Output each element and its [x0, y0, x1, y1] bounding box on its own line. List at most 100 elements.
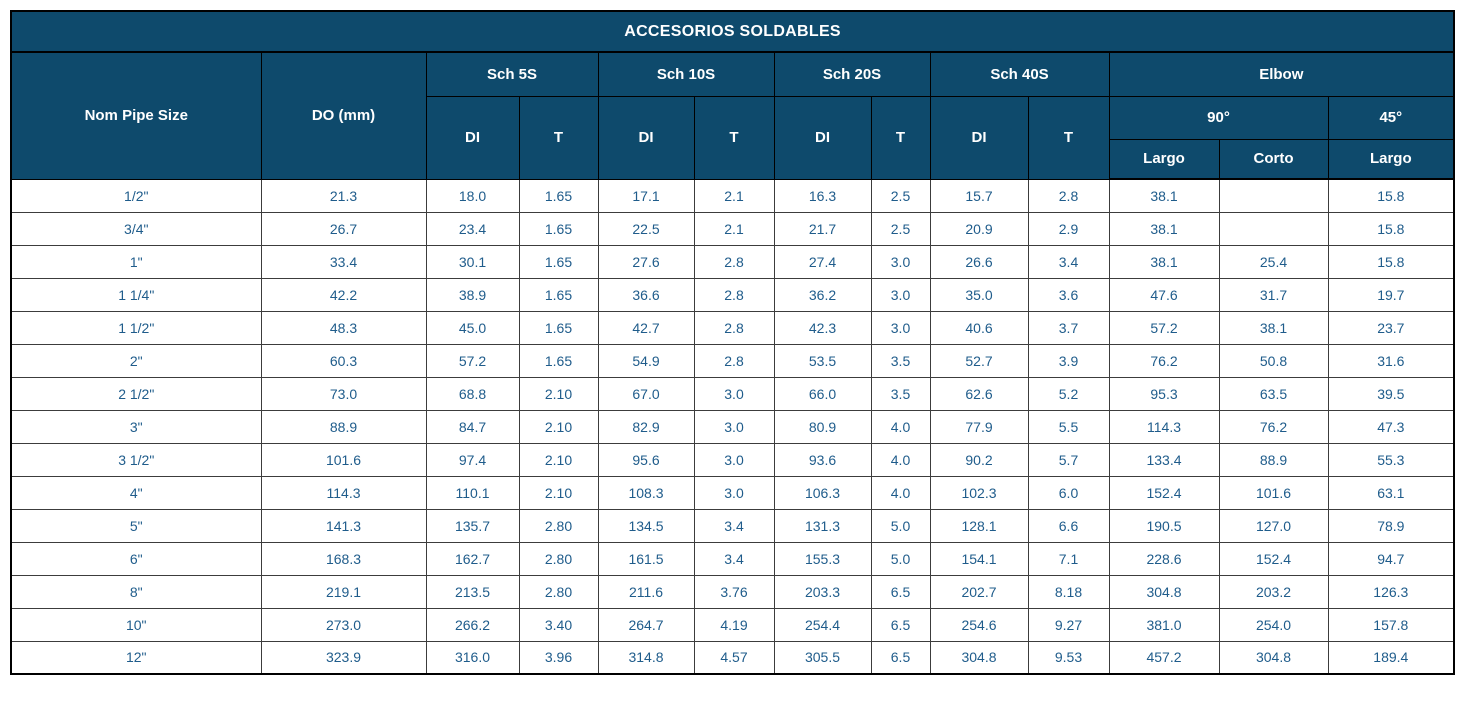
value-cell: 3.0 — [693, 409, 775, 444]
value-cell: 23.7 — [1327, 310, 1455, 345]
value-cell: 27.4 — [773, 244, 872, 279]
value-cell: 3.4 — [693, 508, 775, 543]
value-cell: 211.6 — [597, 574, 695, 609]
sub-header-row-2: Largo Corto Largo — [11, 138, 1455, 180]
value-cell: 57.2 — [425, 343, 520, 378]
value-cell: 2.1 — [693, 211, 775, 246]
group-header-row: Nom Pipe Size DO (mm) Sch 5S Sch 10S Sch… — [10, 51, 1455, 180]
value-cell: 2.80 — [518, 508, 599, 543]
table-row: 3" 88.9 84.7 2.10 82.9 3.0 80.9 4.0 77.9 5.5 114.3… — [10, 409, 1455, 444]
col-header-90-largo: Largo — [1108, 138, 1220, 180]
pipe-size-cell: 3/4" — [10, 211, 262, 246]
value-cell: 127.0 — [1218, 508, 1329, 543]
title-row: ACCESORIOS SOLDABLES — [10, 10, 1455, 53]
table-container: ACCESORIOS SOLDABLES Nom Pipe Size DO (m… — [10, 10, 1456, 675]
table-body: 1/2" 21.3 18.0 1.65 17.1 2.1 16.3 2.5 15.7 2.8 38.… — [10, 178, 1455, 675]
value-cell: 161.5 — [597, 541, 695, 576]
value-cell: 3.0 — [693, 376, 775, 411]
col-header-sch20s-di: DI — [773, 95, 872, 180]
value-cell: 131.3 — [773, 508, 872, 543]
col-header-elbow: Elbow — [1108, 51, 1455, 97]
value-cell: 254.6 — [929, 607, 1029, 642]
value-cell: 6.5 — [870, 640, 931, 675]
value-cell: 110.1 — [425, 475, 520, 510]
pipe-size-cell: 2 1/2" — [10, 376, 262, 411]
value-cell: 22.5 — [597, 211, 695, 246]
value-cell: 9.27 — [1027, 607, 1110, 642]
value-cell: 63.1 — [1327, 475, 1455, 510]
value-cell: 9.53 — [1027, 640, 1110, 675]
value-cell: 3.0 — [870, 244, 931, 279]
value-cell: 3.5 — [870, 343, 931, 378]
table-row: 1" 33.4 30.1 1.65 27.6 2.8 27.4 3.0 26.6 3.4 38.1 2… — [10, 244, 1455, 279]
value-cell: 3.9 — [1027, 343, 1110, 378]
value-cell: 3.0 — [693, 475, 775, 510]
value-cell: 47.3 — [1327, 409, 1455, 444]
table-title: ACCESORIOS SOLDABLES — [10, 10, 1455, 53]
value-cell: 154.1 — [929, 541, 1029, 576]
value-cell: 157.8 — [1327, 607, 1455, 642]
col-header-90-corto: Corto — [1218, 138, 1329, 180]
value-cell: 15.8 — [1327, 211, 1455, 246]
col-header-sch-5s: Sch 5S — [425, 51, 599, 97]
value-cell: 60.3 — [260, 343, 427, 378]
value-cell: 2.8 — [1027, 178, 1110, 213]
pipe-size-cell: 10" — [10, 607, 262, 642]
value-cell: 128.1 — [929, 508, 1029, 543]
value-cell: 6.5 — [870, 574, 931, 609]
value-cell: 30.1 — [425, 244, 520, 279]
value-cell: 102.3 — [929, 475, 1029, 510]
value-cell: 54.9 — [597, 343, 695, 378]
value-cell: 314.8 — [597, 640, 695, 675]
value-cell: 213.5 — [425, 574, 520, 609]
value-cell: 27.6 — [597, 244, 695, 279]
value-cell: 152.4 — [1108, 475, 1220, 510]
value-cell: 84.7 — [425, 409, 520, 444]
table-row: 12" 323.9 316.0 3.96 314.8 4.57 305.5 6.5 304.8 9… — [10, 640, 1455, 675]
value-cell: 55.3 — [1327, 442, 1455, 477]
table-row: 1 1/4" 42.2 38.9 1.65 36.6 2.8 36.2 3.0 35.0 3.6 4… — [10, 277, 1455, 312]
value-cell: 31.6 — [1327, 343, 1455, 378]
value-cell: 5.7 — [1027, 442, 1110, 477]
value-cell: 88.9 — [1218, 442, 1329, 477]
value-cell: 189.4 — [1327, 640, 1455, 675]
col-header-sch40s-t: T — [1027, 95, 1110, 180]
value-cell: 94.7 — [1327, 541, 1455, 576]
value-cell: 36.6 — [597, 277, 695, 312]
value-cell: 95.6 — [597, 442, 695, 477]
col-header-elbow-45: 45° — [1327, 95, 1455, 140]
pipe-size-cell: 2" — [10, 343, 262, 378]
value-cell: 2.8 — [693, 277, 775, 312]
pipe-size-cell: 4" — [10, 475, 262, 510]
value-cell: 76.2 — [1218, 409, 1329, 444]
value-cell: 134.5 — [597, 508, 695, 543]
value-cell: 114.3 — [1108, 409, 1220, 444]
value-cell: 304.8 — [1108, 574, 1220, 609]
value-cell: 66.0 — [773, 376, 872, 411]
table-row: 10" 273.0 266.2 3.40 264.7 4.19 254.4 6.5 254.6 9… — [10, 607, 1455, 642]
value-cell: 4.0 — [870, 442, 931, 477]
col-header-do-mm: DO (mm) — [260, 51, 427, 180]
value-cell: 5.2 — [1027, 376, 1110, 411]
table-row: 3 1/2" 101.6 97.4 2.10 95.6 3.0 93.6 4.0 90.2 5.7… — [10, 442, 1455, 477]
value-cell: 5.0 — [870, 508, 931, 543]
value-cell: 190.5 — [1108, 508, 1220, 543]
value-cell: 3.0 — [693, 442, 775, 477]
table-row: 3/4" 26.7 23.4 1.65 22.5 2.1 21.7 2.5 20.9 2.9 38.… — [10, 211, 1455, 246]
value-cell: 39.5 — [1327, 376, 1455, 411]
value-cell: 2.10 — [518, 442, 599, 477]
col-header-sch10s-di: DI — [597, 95, 695, 180]
value-cell: 93.6 — [773, 442, 872, 477]
table-row: 1 1/2" 48.3 45.0 1.65 42.7 2.8 42.3 3.0 40.6 3.7 5… — [10, 310, 1455, 345]
value-cell: 15.8 — [1327, 178, 1455, 213]
value-cell: 16.3 — [773, 178, 872, 213]
value-cell: 4.19 — [693, 607, 775, 642]
value-cell: 304.8 — [929, 640, 1029, 675]
sub-header-row: DI T DI T DI T DI T 90° 45° — [11, 95, 1455, 180]
value-cell: 162.7 — [425, 541, 520, 576]
value-cell: 57.2 — [1108, 310, 1220, 345]
pipe-size-cell: 8" — [10, 574, 262, 609]
col-header-sch5s-t: T — [518, 95, 599, 180]
value-cell: 266.2 — [425, 607, 520, 642]
value-cell: 254.0 — [1218, 607, 1329, 642]
